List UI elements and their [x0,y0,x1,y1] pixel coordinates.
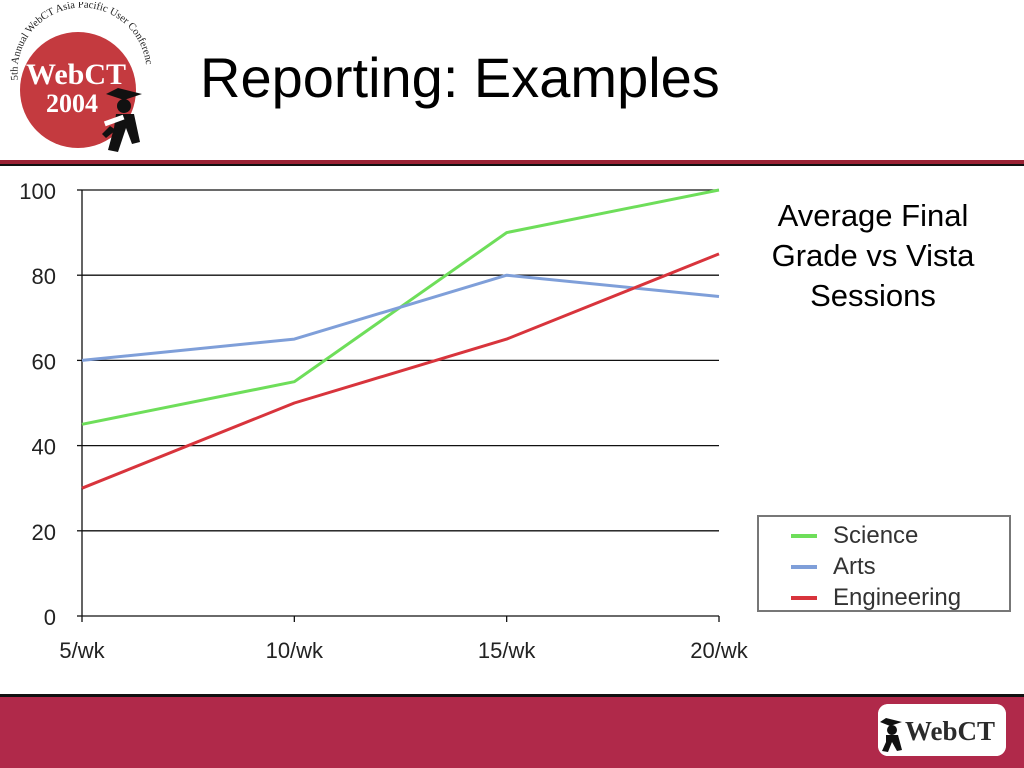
y-tick-label: 100 [19,179,56,204]
grid-lines [82,189,719,532]
y-tick-label: 60 [32,349,56,374]
y-tick-label: 20 [32,520,56,545]
legend-swatch [791,534,817,538]
line-chart: 0 20 40 60 80 100 5/wk 10/wk 15/wk 20/wk [19,179,748,663]
title-divider-dark [0,164,1024,166]
series-line-engineering [81,252,720,490]
legend-label: Engineering [833,584,962,611]
graduate-figure-icon [880,718,902,752]
x-tick-label: 15/wk [478,638,536,663]
legend-swatch [791,565,817,569]
title-divider [0,160,1024,164]
chart-axes [77,189,720,622]
chart-legend: Science Arts Engineering [757,515,1011,612]
x-tick-labels: 5/wk 10/wk 15/wk 20/wk [59,638,748,663]
legend-item-arts: Arts [791,552,876,582]
y-tick-labels: 0 20 40 60 80 100 [19,179,56,630]
slide-title: Reporting: Examples [200,46,720,109]
logo-year: 2004 [46,89,98,118]
chart-note: Average Final Grade vs Vista Sessions [771,198,975,313]
y-tick-label: 80 [32,264,56,289]
legend-label: Arts [833,553,876,580]
legend-swatch [791,596,817,600]
legend-label: Science [833,522,919,549]
x-tick-label: 5/wk [59,638,105,663]
y-tick-label: 0 [44,605,56,630]
footer-webct-logo: WebCT [878,704,1006,756]
series-line-arts [81,273,720,362]
legend-item-science: Science [791,521,918,551]
y-tick-label: 40 [32,435,56,460]
footer-brand: WebCT [905,716,995,746]
logo-circle [20,32,136,148]
x-tick-label: 10/wk [266,638,324,663]
graduate-figure-icon [102,88,142,152]
x-tick-label: 20/wk [690,638,748,663]
series-lines [81,188,720,490]
footer-bar [0,694,1024,768]
logo-brand: WebCT [26,58,126,91]
webct-conference-logo: 5th Annual WebCT Asia Pacific User Confe… [6,2,154,152]
legend-item-engineering: Engineering [791,583,961,613]
